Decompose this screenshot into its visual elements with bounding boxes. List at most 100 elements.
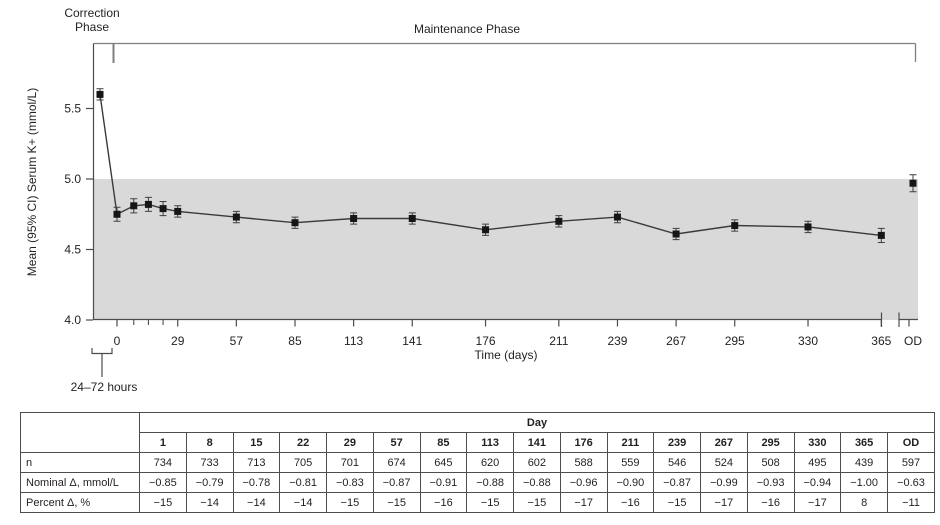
x-tick-label: 211: [549, 334, 568, 348]
y-axis-title: Mean (95% CI) Serum K+ (mmol/L): [25, 88, 39, 276]
day-column-header: 113: [466, 432, 514, 453]
table-cell: −11: [887, 492, 935, 513]
data-point-marker: [232, 213, 240, 221]
table-corner-cell: [20, 412, 140, 453]
table-cell: −17: [700, 492, 748, 513]
table-cell: −0.87: [372, 472, 421, 493]
table-cell: −0.88: [466, 472, 514, 493]
table-cell: 620: [466, 452, 514, 473]
table-cell: 495: [793, 452, 842, 473]
axes: [91, 43, 918, 377]
table-cell: 701: [326, 452, 374, 473]
table-cell: −0.87: [653, 472, 701, 493]
table-cell: 439: [840, 452, 888, 473]
day-column-header: 29: [326, 432, 374, 453]
table-cell: 645: [419, 452, 468, 473]
table-cell: −0.83: [326, 472, 374, 493]
table-cell: −16: [419, 492, 468, 513]
correction-phase-label: Correction: [64, 6, 119, 20]
day-header: Day: [139, 412, 935, 433]
table-cell: −16: [606, 492, 655, 513]
data-point-marker: [613, 213, 621, 221]
day-column-header: 85: [419, 432, 468, 453]
day-column-header: 239: [653, 432, 701, 453]
table-cell: 588: [559, 452, 608, 473]
day-column-header: 330: [793, 432, 842, 453]
shaded-band-rect: [93, 179, 918, 320]
table-row-label: Nominal Δ, mmol/L: [20, 472, 140, 493]
correction-duration-bracket: [91, 348, 113, 377]
table-cell: 602: [513, 452, 561, 473]
x-axis-title: Time (days): [475, 348, 538, 362]
maintenance-phase-label: Maintenance Phase: [414, 22, 520, 36]
day-column-header: 8: [185, 432, 234, 453]
phase-bracket: [93, 42, 917, 63]
day-column-header: 141: [513, 432, 561, 453]
x-tick-label: 176: [476, 334, 496, 348]
y-tick-label: 4.0: [64, 313, 81, 327]
day-column-header: 22: [279, 432, 327, 453]
table-cell: −15: [513, 492, 561, 513]
x-tick-label: 141: [402, 334, 422, 348]
table-cell: −0.79: [185, 472, 234, 493]
data-point-marker: [350, 214, 358, 222]
correction-duration-label: 24–72 hours: [71, 380, 138, 394]
day-column-header: 295: [746, 432, 795, 453]
y-tick-label: 5.0: [64, 172, 81, 186]
table-cell: −17: [559, 492, 608, 513]
y-tick-label: 4.5: [64, 243, 81, 257]
day-column-header: 15: [232, 432, 281, 453]
data-point-marker: [672, 230, 680, 238]
table-cell: −16: [746, 492, 795, 513]
data-point-marker: [159, 205, 167, 213]
data-point-marker: [804, 223, 812, 231]
table-cell: −17: [793, 492, 842, 513]
table-cell: 713: [232, 452, 281, 473]
table-cell: 734: [139, 452, 187, 473]
table-cell: 674: [372, 452, 421, 473]
day-column-header: 267: [700, 432, 748, 453]
data-point-marker: [877, 231, 885, 239]
table-header-row-day: Day: [20, 412, 935, 453]
table-row: Percent Δ, % −15 −14 −14 −14 −15 −15 −16 −15 −15−…: [20, 492, 935, 513]
table-cell: 597: [887, 452, 935, 473]
x-tick-label: 85: [288, 334, 302, 348]
table-cell: −0.94: [793, 472, 842, 493]
serum-k-line-chart: 5.5 5.0 4.5 4.0 0 29 57 85 113 141 176 211 239 267 295…: [25, 6, 922, 394]
table-cell: 508: [746, 452, 795, 473]
table-cell: −0.78: [232, 472, 281, 493]
reference-band: [93, 179, 918, 320]
y-tick-label: 5.5: [64, 102, 81, 116]
data-point-marker: [909, 179, 917, 187]
table-cell: −1.00: [840, 472, 888, 493]
table-cell: −14: [185, 492, 234, 513]
data-point-marker: [291, 219, 299, 227]
table-cell: −14: [279, 492, 327, 513]
table-cell: 559: [606, 452, 655, 473]
x-tick-label: 113: [344, 334, 363, 348]
data-point-marker: [408, 214, 416, 222]
table-cell: −0.63: [887, 472, 935, 493]
data-point-marker: [144, 200, 152, 208]
day-column-header: 1: [139, 432, 187, 453]
table-cell: −15: [326, 492, 374, 513]
table-cell: −15: [466, 492, 514, 513]
table-cell: 733: [185, 452, 234, 473]
table-row-label: n: [20, 452, 140, 473]
data-point-marker: [130, 202, 138, 210]
x-tick-label: 295: [725, 334, 745, 348]
data-point-marker: [731, 222, 739, 230]
x-tick-label: 57: [230, 334, 244, 348]
table-cell: −14: [232, 492, 281, 513]
table-cell: −0.99: [700, 472, 748, 493]
day-column-header: OD: [887, 432, 935, 453]
x-tick-label: 330: [798, 334, 818, 348]
table-cell: −0.85: [139, 472, 187, 493]
table-row: Nominal Δ, mmol/L −0.85 −0.79 −0.78 −0.81 −0.…: [20, 472, 935, 493]
table-cell: −0.81: [279, 472, 327, 493]
day-column-header: 211: [606, 432, 655, 453]
day-column-header: 57: [372, 432, 421, 453]
data-point-marker: [96, 90, 104, 98]
table-cell: −0.88: [513, 472, 561, 493]
